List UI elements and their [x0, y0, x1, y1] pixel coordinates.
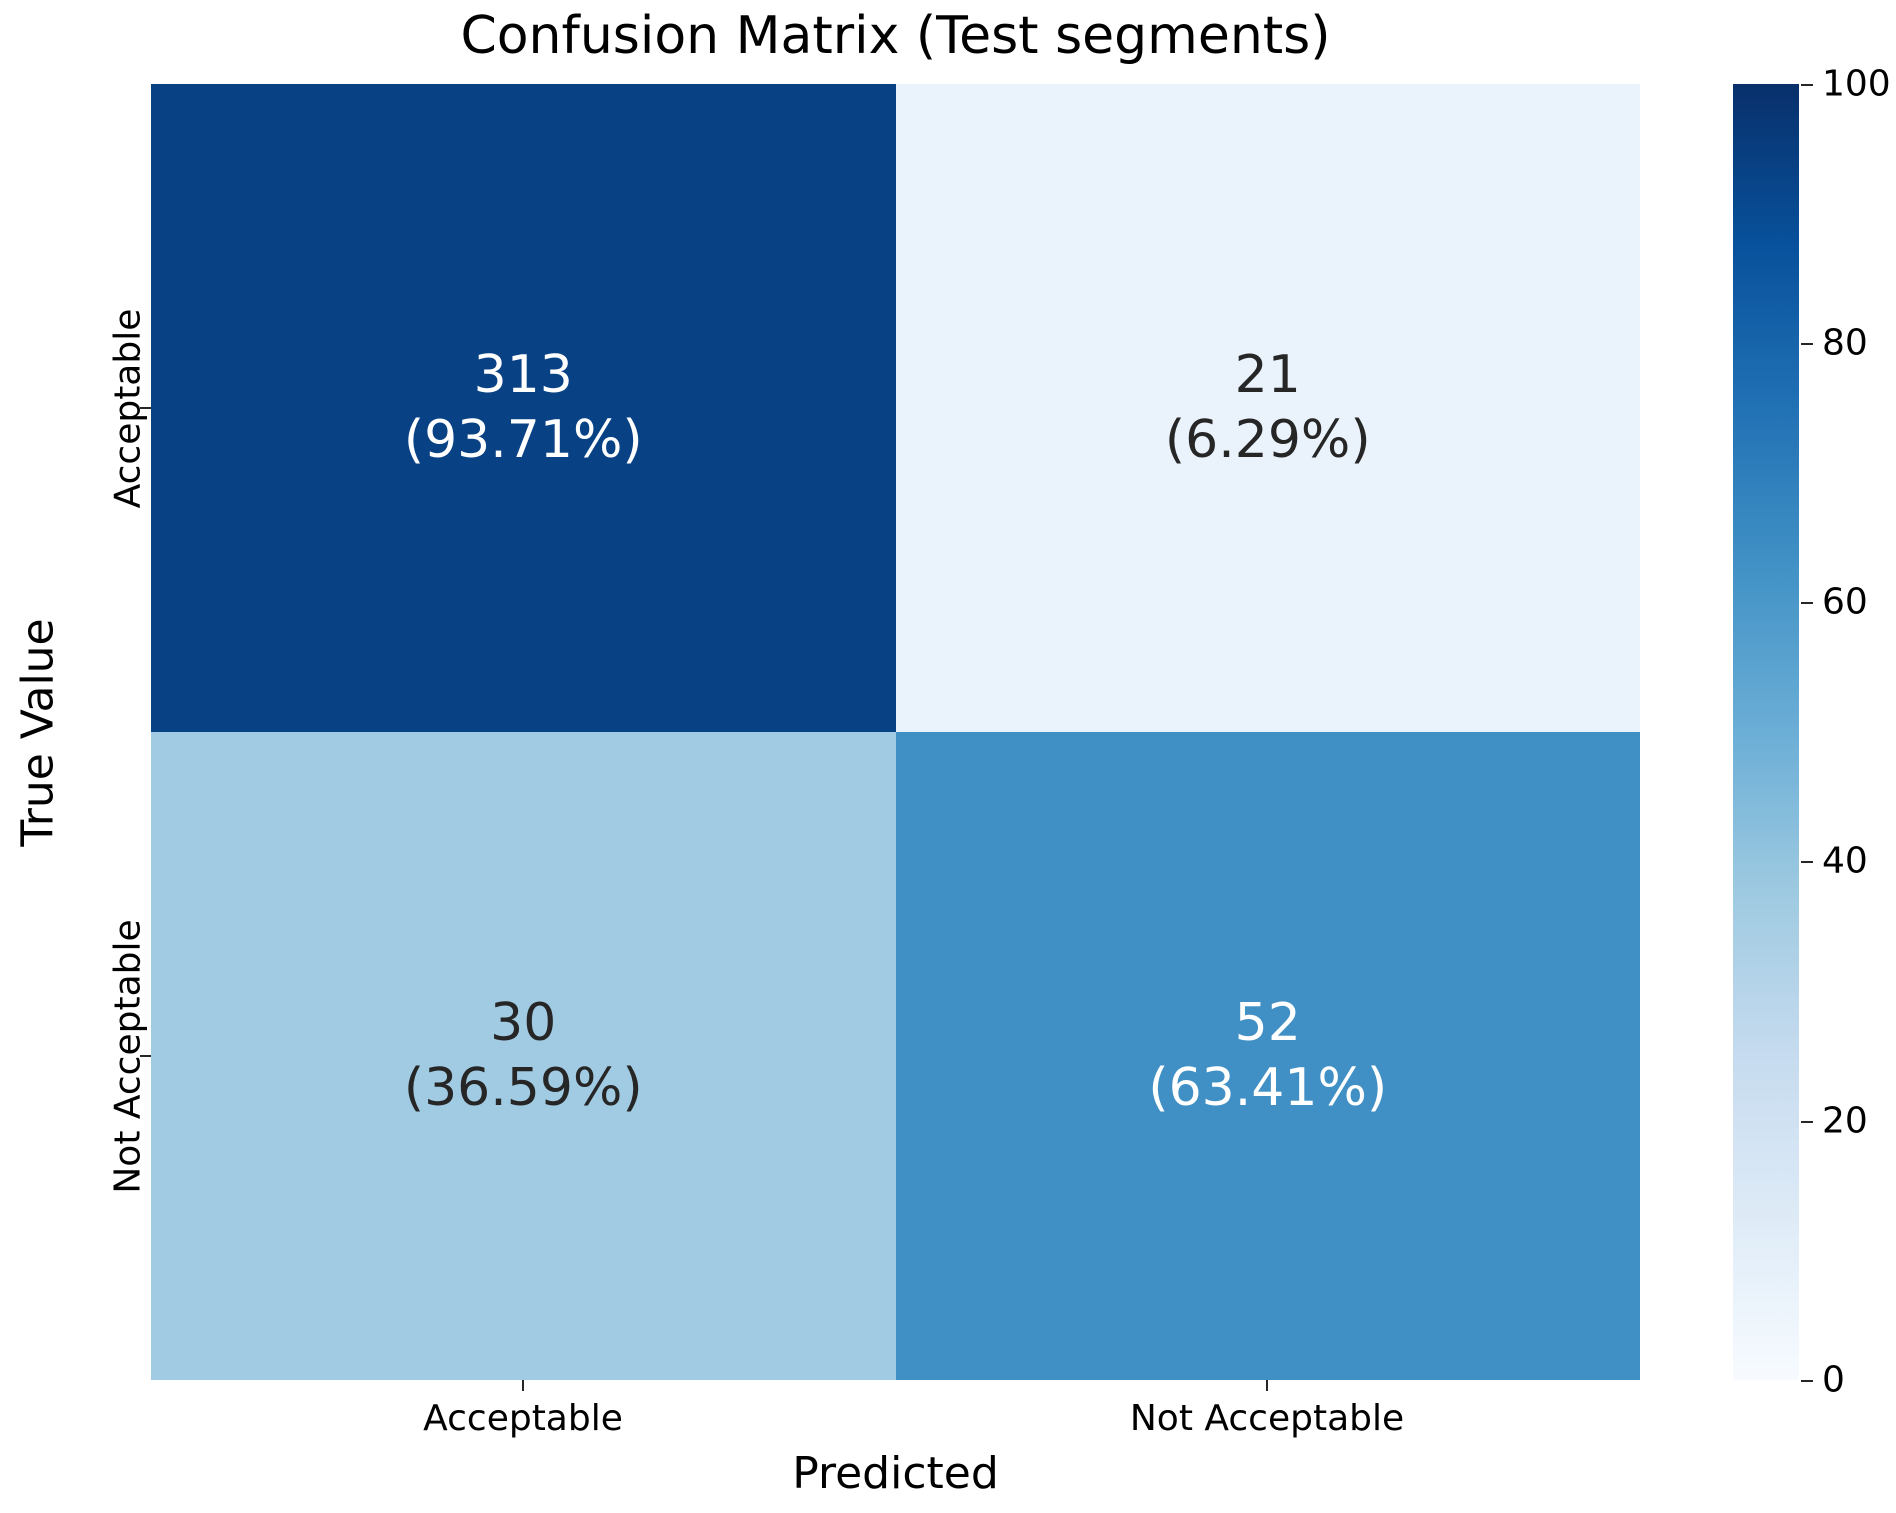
colorbar-tick-mark — [1801, 861, 1813, 863]
colorbar-tick-mark — [1801, 602, 1813, 604]
colorbar-tick-label: 40 — [1822, 840, 1868, 882]
chart-title: Confusion Matrix (Test segments) — [460, 6, 1331, 66]
colorbar-tick-label: 60 — [1822, 581, 1868, 623]
cell-percent: (63.41%) — [1148, 1058, 1388, 1118]
cell-count: 30 — [490, 993, 557, 1053]
cell-true-not-acceptable-pred-not-acceptable: 52 (63.41%) — [895, 732, 1640, 1380]
x-axis-label: Predicted — [792, 1448, 999, 1499]
cell-true-acceptable-pred-acceptable: 313 (93.71%) — [151, 84, 896, 732]
colorbar-tick-label: 20 — [1822, 1100, 1868, 1142]
colorbar-tick-label: 100 — [1822, 63, 1891, 105]
y-axis-label-text: True Value — [12, 617, 64, 847]
y-tick-mark-acceptable — [140, 407, 151, 409]
cell-percent: (6.29%) — [1164, 410, 1371, 470]
colorbar-tick-mark — [1801, 1121, 1813, 1123]
y-tick-mark-not-acceptable — [140, 1055, 151, 1057]
colorbar-tick-mark — [1801, 84, 1813, 86]
cell-count: 313 — [473, 345, 573, 405]
x-tick-label-not-acceptable: Not Acceptable — [1129, 1398, 1405, 1439]
cell-count: 21 — [1234, 345, 1301, 405]
colorbar-tick-mark — [1801, 343, 1813, 345]
x-tick-mark-not-acceptable — [1266, 1380, 1268, 1391]
colorbar-tick-mark — [1801, 1380, 1813, 1382]
cell-true-not-acceptable-pred-acceptable: 30 (36.59%) — [151, 732, 896, 1380]
colorbar-tick-label: 0 — [1822, 1359, 1845, 1401]
x-tick-label-acceptable: Acceptable — [423, 1398, 623, 1439]
cell-percent: (36.59%) — [403, 1058, 643, 1118]
cell-count: 52 — [1234, 993, 1301, 1053]
heatmap-grid: 313 (93.71%) 21 (6.29%) 30 (36.59%) 52 (… — [151, 84, 1640, 1380]
cell-true-acceptable-pred-not-acceptable: 21 (6.29%) — [895, 84, 1640, 732]
x-tick-mark-acceptable — [522, 1380, 524, 1391]
colorbar-tick-label: 80 — [1822, 322, 1868, 364]
cell-percent: (93.71%) — [403, 410, 643, 470]
colorbar-gradient — [1733, 84, 1799, 1380]
